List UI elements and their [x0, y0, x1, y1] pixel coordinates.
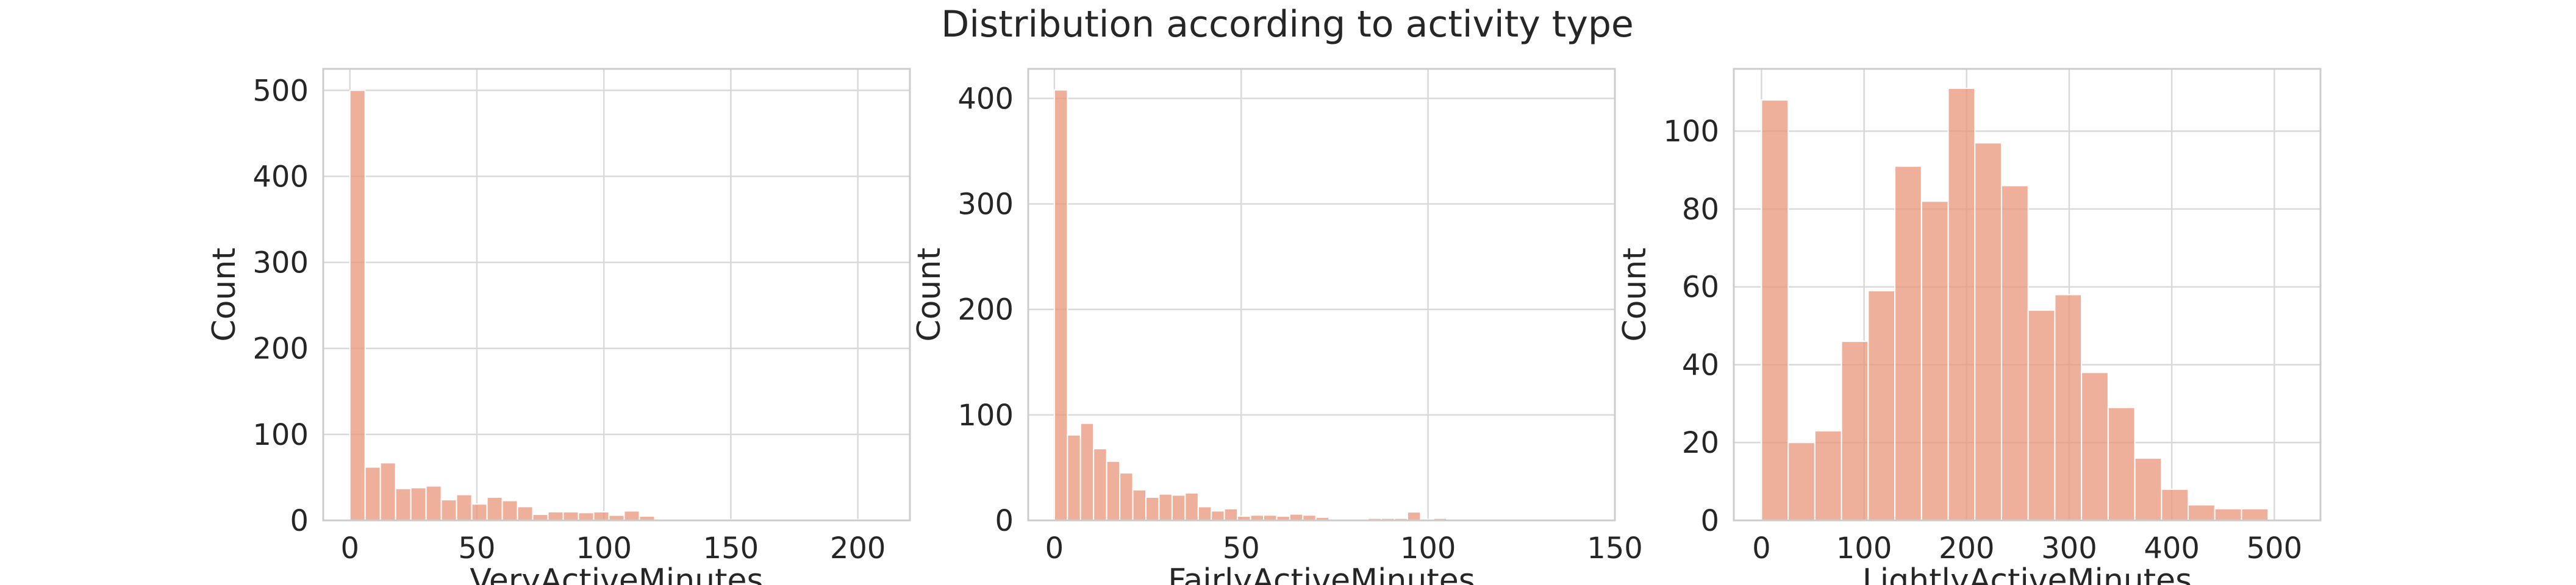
histogram-bar [562, 511, 579, 522]
x-tick-label: 400 [2144, 531, 2200, 566]
x-tick-label: 150 [1587, 531, 1643, 566]
y-tick-label: 300 [957, 188, 1014, 222]
histogram-bar [486, 496, 503, 521]
y-tick-label: 20 [1682, 426, 1719, 460]
histogram-bar [501, 500, 518, 522]
y-tick-label: 300 [252, 246, 309, 280]
histogram-bar [395, 488, 412, 522]
histogram-very-active: 0 100 200 300 400 500 0 50 100 150 200 VeryActiveMi… [206, 68, 911, 585]
y-tick-label: 100 [1663, 115, 1719, 149]
histogram-bar [1894, 165, 1922, 521]
histogram-bar [2134, 457, 2163, 521]
histogram-bar [1211, 510, 1225, 521]
histogram-bar [2188, 504, 2216, 522]
histogram-bar [1145, 496, 1160, 521]
histogram-bar [623, 510, 640, 522]
y-axis-label: Count [1617, 247, 1653, 341]
plot-frame [322, 68, 911, 522]
histogram-bar [1079, 422, 1095, 521]
histogram-bar [1867, 290, 1896, 521]
histogram-lightly-active: 0 20 40 60 80 100 0 100 200 300 400 500 LightlyActiv… [1617, 68, 2322, 585]
x-axis-label: LightlyActiveMinutes [1862, 562, 2192, 585]
histogram-bar [2054, 294, 2083, 521]
histogram-bar [2000, 185, 2029, 521]
histogram-bar [1841, 341, 1869, 521]
histogram-bar [1289, 513, 1304, 521]
x-tick-label: 0 [340, 531, 359, 566]
x-tick-label: 0 [1045, 531, 1064, 566]
histogram-bar [364, 466, 381, 522]
y-tick-label: 0 [290, 504, 309, 538]
x-tick-label: 300 [2041, 531, 2097, 566]
y-tick-label: 400 [957, 82, 1014, 116]
histogram-bar [1947, 87, 1976, 522]
histogram-bar [1223, 508, 1239, 522]
histogram-bar [1119, 472, 1134, 522]
x-tick-label: 100 [1400, 531, 1456, 566]
histogram-bar [1406, 511, 1422, 522]
histogram-bar [2081, 372, 2109, 521]
histogram-fairly-active: 0 100 200 300 400 0 50 100 150 FairlyActiveMinute… [911, 68, 1643, 585]
histogram-bar [471, 503, 488, 522]
histogram-bar [1093, 448, 1107, 522]
x-tick-label: 0 [1752, 531, 1771, 566]
histogram-bar [1053, 89, 1068, 522]
y-tick-label: 100 [957, 399, 1014, 433]
histogram-bar [1067, 434, 1081, 522]
x-tick-label: 50 [458, 531, 495, 566]
x-tick-label: 500 [2247, 531, 2303, 566]
figure-title: Distribution according to activity type [941, 3, 1634, 46]
histogram-bar [1184, 492, 1199, 521]
x-tick-label: 100 [576, 531, 632, 566]
y-axis-label: Count [206, 247, 243, 341]
x-tick-label: 200 [830, 531, 886, 566]
histogram-bar [1158, 493, 1173, 521]
histogram-bar [1814, 430, 1842, 521]
y-tick-label: 200 [957, 293, 1014, 327]
histogram-bar [410, 487, 427, 522]
x-tick-label: 50 [1223, 531, 1260, 566]
histogram-bar [2161, 488, 2189, 521]
histogram-bar [379, 462, 396, 521]
plot-frame [1027, 68, 1616, 522]
histogram-bar [1787, 442, 1816, 522]
histogram-bar [517, 506, 534, 521]
histogram-bar [349, 90, 366, 522]
histogram-bar [547, 511, 564, 522]
histogram-bar [1920, 200, 1949, 522]
x-tick-label: 200 [1939, 531, 1995, 566]
x-tick-label: 150 [703, 531, 759, 566]
y-tick-label: 200 [252, 332, 309, 366]
x-axis-label: FairlyActiveMinutes [1168, 562, 1475, 585]
histogram-bar [2107, 406, 2136, 521]
y-tick-label: 40 [1682, 348, 1719, 382]
y-tick-label: 0 [995, 504, 1014, 538]
y-tick-label: 100 [252, 418, 309, 452]
histogram-bar [2241, 508, 2269, 521]
histogram-bar [2027, 310, 2056, 521]
y-tick-label: 0 [1700, 504, 1719, 538]
histogram-bar [1197, 506, 1212, 521]
x-axis-label: VeryActiveMinutes [470, 562, 763, 585]
histogram-bar [1974, 142, 2002, 522]
histogram-bar [2214, 508, 2242, 521]
histogram-bar [578, 512, 595, 521]
y-tick-label: 60 [1682, 271, 1719, 305]
histogram-bar [1106, 461, 1121, 522]
y-tick-label: 80 [1682, 193, 1719, 227]
histogram-bar [1132, 489, 1147, 521]
histogram-bar [593, 511, 610, 522]
plot-frame [1733, 68, 2322, 522]
histogram-bar [1761, 99, 1789, 521]
y-axis-label: Count [911, 247, 948, 341]
y-tick-label: 500 [252, 74, 309, 108]
histogram-bar [1171, 494, 1186, 522]
y-tick-label: 400 [252, 160, 309, 194]
histogram-bar [425, 485, 442, 521]
x-tick-label: 100 [1836, 531, 1892, 566]
histogram-bar [456, 494, 473, 522]
histogram-bar [440, 499, 457, 522]
